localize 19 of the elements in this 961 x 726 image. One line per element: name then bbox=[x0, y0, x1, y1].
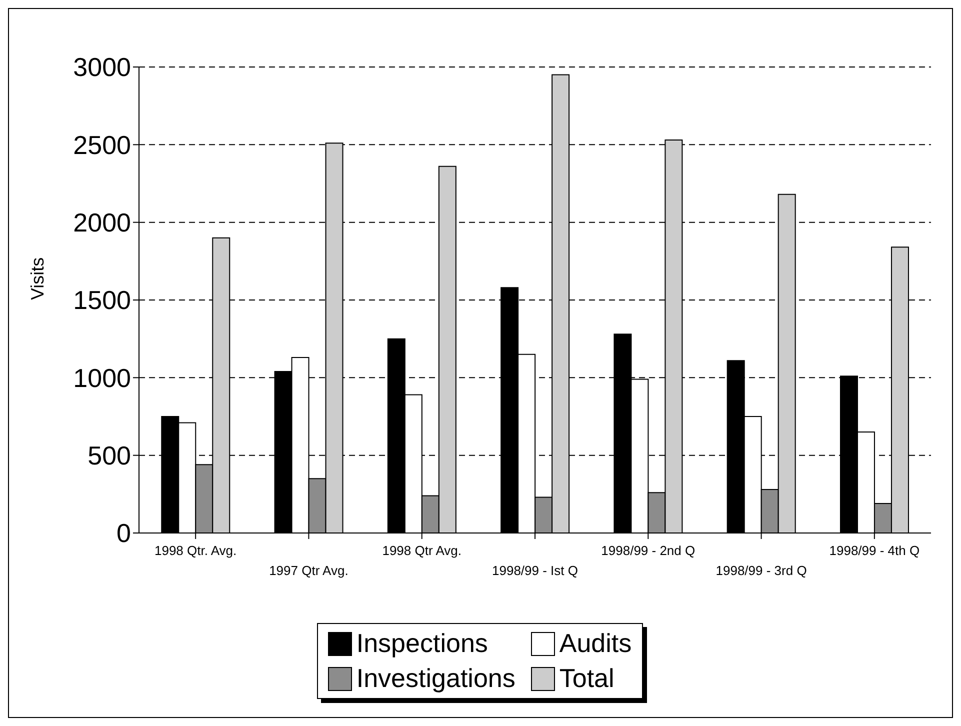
y-tick-label: 2000 bbox=[73, 208, 131, 238]
x-tick-label: 1998/99 - 2nd Q bbox=[601, 543, 696, 558]
legend-label: Investigations bbox=[356, 663, 516, 694]
x-tick-label: 1998 Qtr. Avg. bbox=[154, 543, 237, 558]
x-tick-label: 1998/99 - 4th Q bbox=[829, 543, 920, 558]
y-axis-title: Visits bbox=[27, 257, 48, 300]
y-tick-label: 2500 bbox=[73, 130, 131, 160]
legend-label: Audits bbox=[559, 628, 632, 659]
legend-label: Total bbox=[559, 663, 614, 694]
y-tick-label: 1000 bbox=[73, 362, 131, 393]
x-tick-label: 1998/99 - 3rd Q bbox=[716, 563, 807, 578]
legend-label: Inspections bbox=[356, 628, 488, 659]
y-tick-label: 3000 bbox=[73, 52, 131, 82]
x-tick-label: 1997 Qtr Avg. bbox=[269, 563, 348, 578]
x-tick-label: 1998/99 - Ist Q bbox=[492, 563, 578, 578]
x-tick-label: 1998 Qtr Avg. bbox=[382, 543, 462, 558]
y-tick-label: 1500 bbox=[73, 285, 131, 316]
y-tick-label: 500 bbox=[88, 440, 131, 471]
y-tick-label: 0 bbox=[116, 518, 131, 548]
